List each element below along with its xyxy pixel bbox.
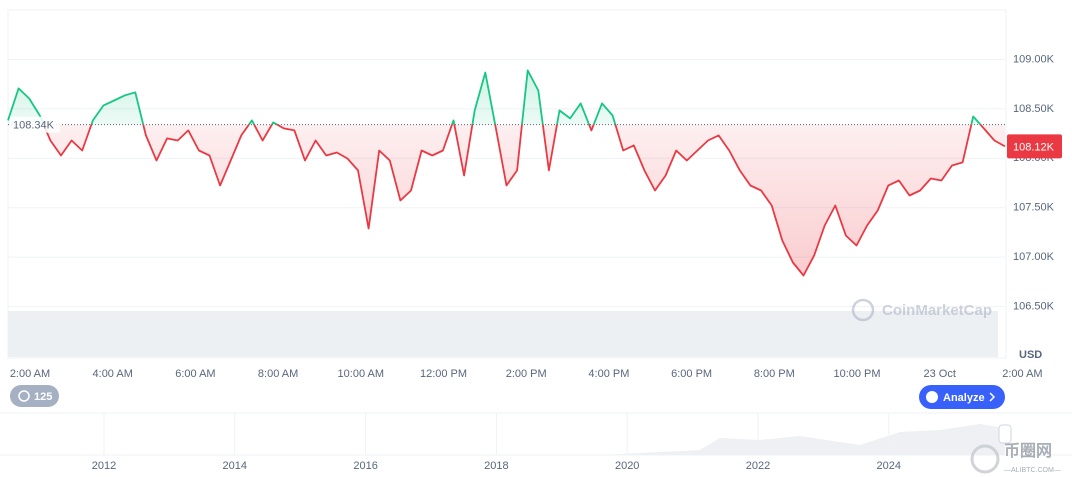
site-watermark: 币圈网 —ALIBTC.COM— (970, 442, 1061, 474)
x-tick-label: 4:00 PM (588, 368, 629, 380)
x-tick-label: 8:00 PM (754, 368, 795, 380)
history-badge[interactable]: 125 (10, 385, 59, 407)
x-tick-label: 2:00 PM (506, 368, 547, 380)
y-tick-label: 107.00K (1013, 251, 1055, 263)
analyze-bg (919, 385, 1005, 409)
price-line (7, 69, 1006, 277)
navigator-year: 2024 (877, 460, 901, 472)
baseline-label: 108.34K (13, 120, 55, 132)
navigator-year: 2016 (353, 460, 377, 472)
analyze-icon (926, 391, 938, 403)
navigator-year: 2020 (615, 460, 639, 472)
x-tick-label: 2:00 AM (10, 368, 50, 380)
navigator-area (600, 424, 1005, 455)
watermark: CoinMarketCap (851, 298, 992, 322)
y-tick-label: 106.50K (1013, 300, 1055, 312)
x-tick-label: 4:00 AM (93, 368, 133, 380)
x-tick-label: 2:00 AM (1002, 368, 1042, 380)
y-tick-label: 107.50K (1013, 202, 1055, 214)
x-tick-label: 10:00 AM (338, 368, 384, 380)
x-tick-label: 10:00 PM (833, 368, 880, 380)
x-tick-label: 12:00 PM (420, 368, 467, 380)
site-url: —ALIBTC.COM— (1004, 467, 1061, 474)
analyze-text: Analyze (943, 392, 985, 404)
x-tick-label: 6:00 PM (671, 368, 712, 380)
x-tick-label: 23 Oct (923, 368, 955, 380)
analyze-button[interactable]: Analyze (919, 385, 1005, 409)
last-price-label: 108.12K (1013, 141, 1055, 153)
last-price-bg (1007, 134, 1062, 159)
y-tick-label: 109.00K (1013, 53, 1055, 65)
x-tick-label: 8:00 AM (258, 368, 298, 380)
volume-bars (8, 311, 998, 357)
navigator-year: 2014 (223, 460, 247, 472)
area-fill (8, 70, 1005, 276)
baseline-label-bg (10, 116, 60, 133)
watermark-logo (851, 298, 875, 322)
badge-bg (10, 385, 59, 407)
plot-frame (7, 9, 1007, 359)
x-tick-label: 6:00 AM (175, 368, 215, 380)
y-tick-label: 108.50K (1013, 103, 1055, 115)
navigator-year: 2012 (92, 460, 116, 472)
navigator-year: 2022 (746, 460, 770, 472)
site-logo (970, 444, 1000, 474)
badge-text: 125 (34, 391, 52, 403)
navigator-handle[interactable] (998, 424, 1012, 444)
watermark-text: CoinMarketCap (882, 302, 992, 319)
y-unit: USD (1019, 349, 1042, 361)
badge-icon (18, 390, 30, 402)
navigator-year: 2018 (484, 460, 508, 472)
site-name: 币圈网 (1004, 442, 1052, 460)
analyze-chevron (989, 392, 996, 402)
